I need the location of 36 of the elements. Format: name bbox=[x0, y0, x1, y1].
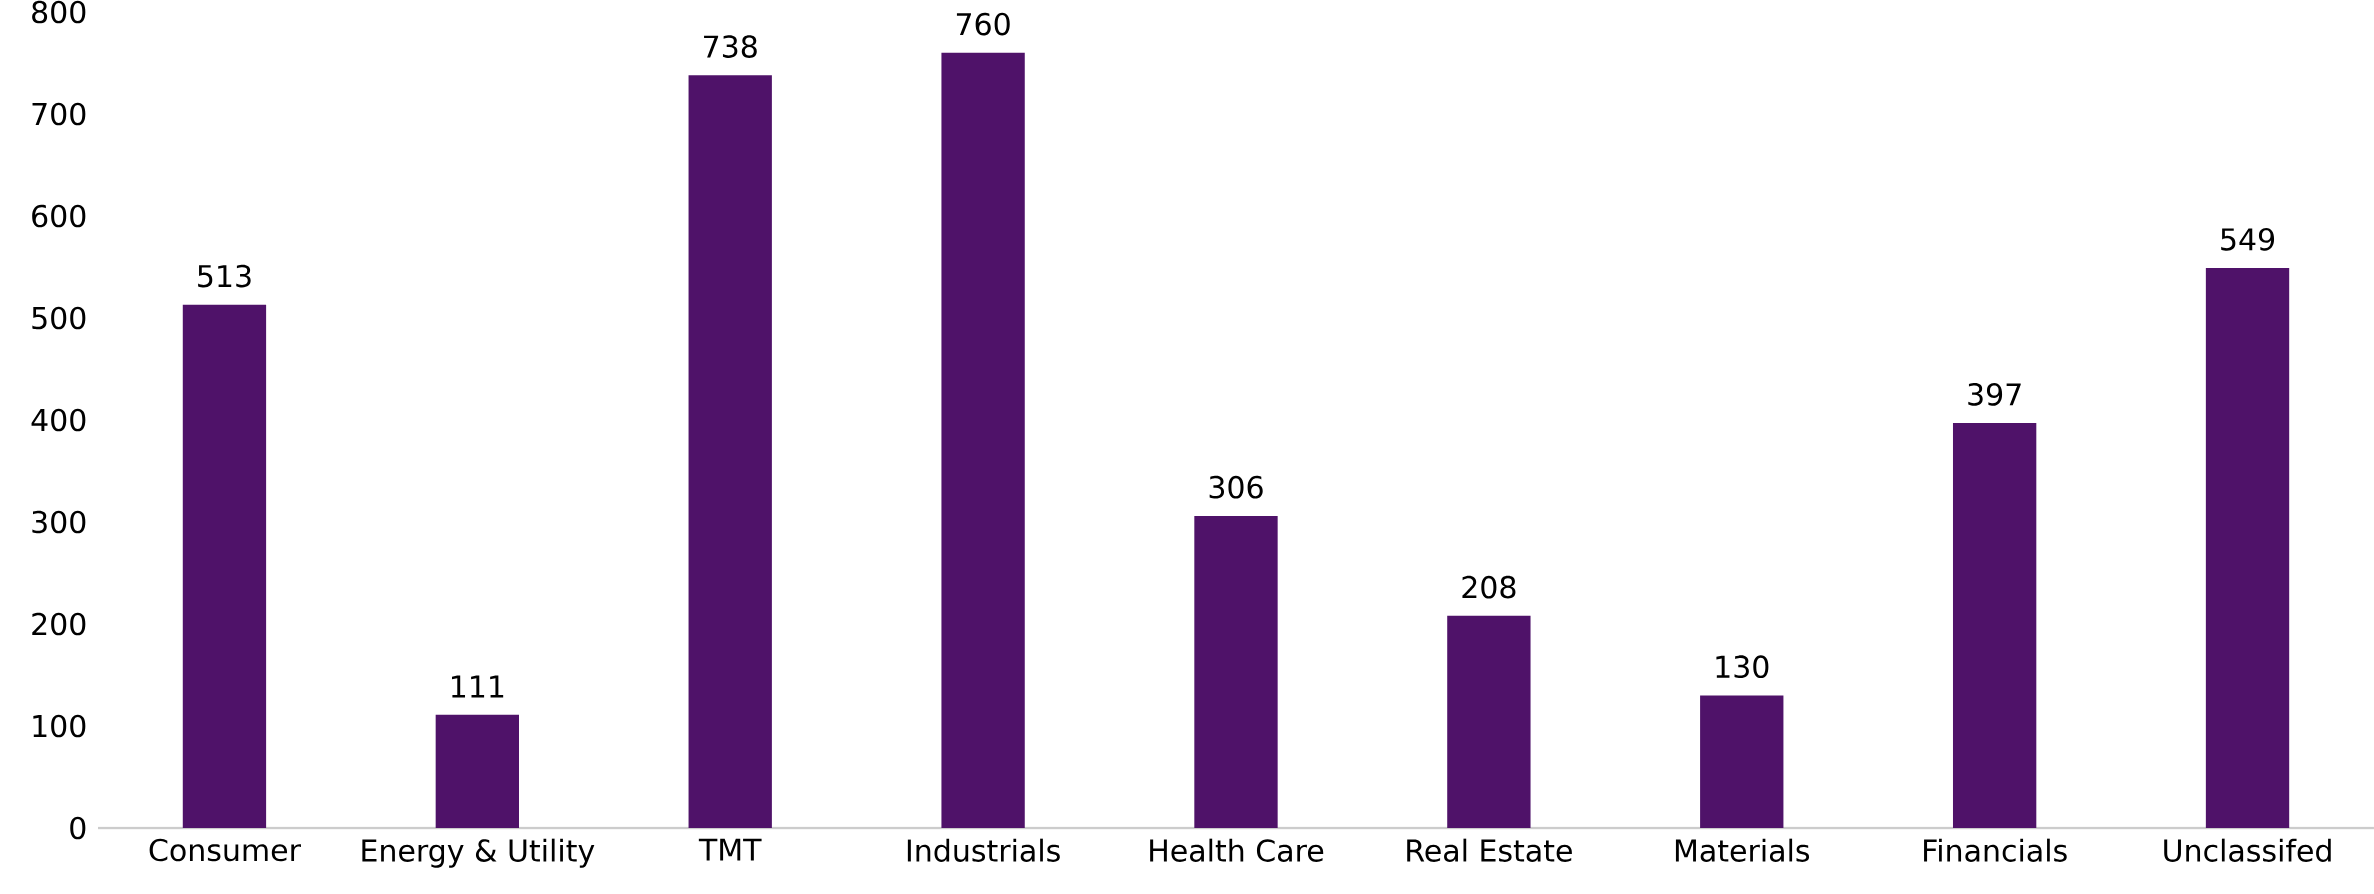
x-tick-label: Consumer bbox=[149, 838, 301, 862]
data-label: 208 bbox=[1462, 575, 1516, 599]
x-tick-label: Financials bbox=[1924, 838, 2067, 862]
bar bbox=[1447, 615, 1531, 828]
data-label: 130 bbox=[1716, 655, 1769, 679]
bar bbox=[1952, 423, 2037, 828]
x-tick-label: Unclassifed bbox=[2164, 838, 2331, 862]
x-tick-label: TMT bbox=[698, 838, 762, 861]
bar bbox=[435, 714, 519, 828]
data-label: 397 bbox=[1968, 383, 2021, 406]
y-tick-label: 300 bbox=[32, 510, 86, 534]
bar bbox=[941, 52, 1025, 828]
y-tick-label: 800 bbox=[32, 0, 86, 24]
y-tick-label: 0 bbox=[70, 816, 86, 840]
x-tick-label: Industrials bbox=[907, 838, 1060, 862]
y-tick-label: 200 bbox=[32, 612, 86, 636]
data-label: 306 bbox=[1209, 475, 1263, 499]
x-tick-label: Materials bbox=[1675, 838, 1810, 862]
data-label: 513 bbox=[198, 264, 251, 288]
x-tick-label: Energy & Utility bbox=[362, 838, 595, 868]
y-tick-label: 500 bbox=[32, 306, 86, 330]
bar bbox=[1700, 695, 1784, 828]
y-tick-label: 400 bbox=[31, 408, 86, 432]
x-tick-label: Real Estate bbox=[1407, 838, 1572, 862]
data-label: 549 bbox=[2221, 227, 2275, 251]
y-tick-label: 600 bbox=[32, 204, 86, 228]
data-label: 111 bbox=[452, 675, 504, 698]
bar bbox=[2205, 268, 2290, 828]
bar bbox=[182, 304, 267, 828]
y-tick-label: 700 bbox=[32, 102, 86, 126]
data-label: 760 bbox=[956, 12, 1010, 36]
bar bbox=[688, 75, 772, 828]
y-tick-label: 100 bbox=[33, 714, 86, 738]
bar bbox=[1194, 515, 1278, 828]
x-tick-label: Health Care bbox=[1150, 838, 1324, 862]
data-label: 738 bbox=[704, 35, 757, 58]
